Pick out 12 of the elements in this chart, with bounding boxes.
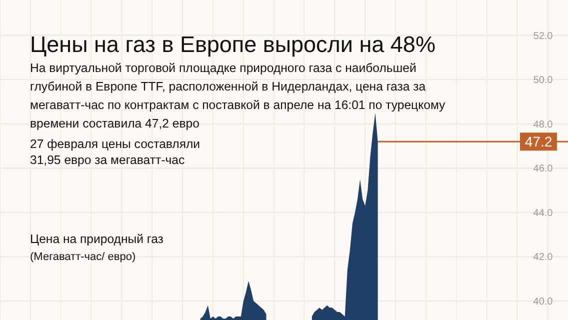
y-tick-label: 50.0	[533, 75, 554, 86]
y-axis-title: Цена на природный газ (Мегаватт-час/ евро)	[30, 232, 164, 263]
y-tick-label: 42.0	[533, 252, 554, 264]
ref-line-label: 47.2	[524, 134, 552, 150]
text: Цены на газ в Европе выросли на 48%	[30, 32, 436, 57]
y-tick-label: 48.0	[533, 119, 554, 130]
y-tick-label: 44.0	[533, 208, 554, 219]
y-tick-label: 40.0	[533, 296, 554, 308]
annotation: 27 февраля цены составляли 31,95 евро за мегаватт-час	[30, 137, 200, 167]
y-tick-label: 46.0	[533, 164, 554, 175]
y-tick-label: 52.0	[533, 30, 554, 42]
text: На виртуальной торговой площадке природного газа с наибольшей глубиной в Европе TTF, расположенной в Нидерландах, цена газа за мегаватт-час по контрактам с поставкой в апреле на 16:01 по турецкому времени составила 47,2 евро	[30, 61, 446, 130]
